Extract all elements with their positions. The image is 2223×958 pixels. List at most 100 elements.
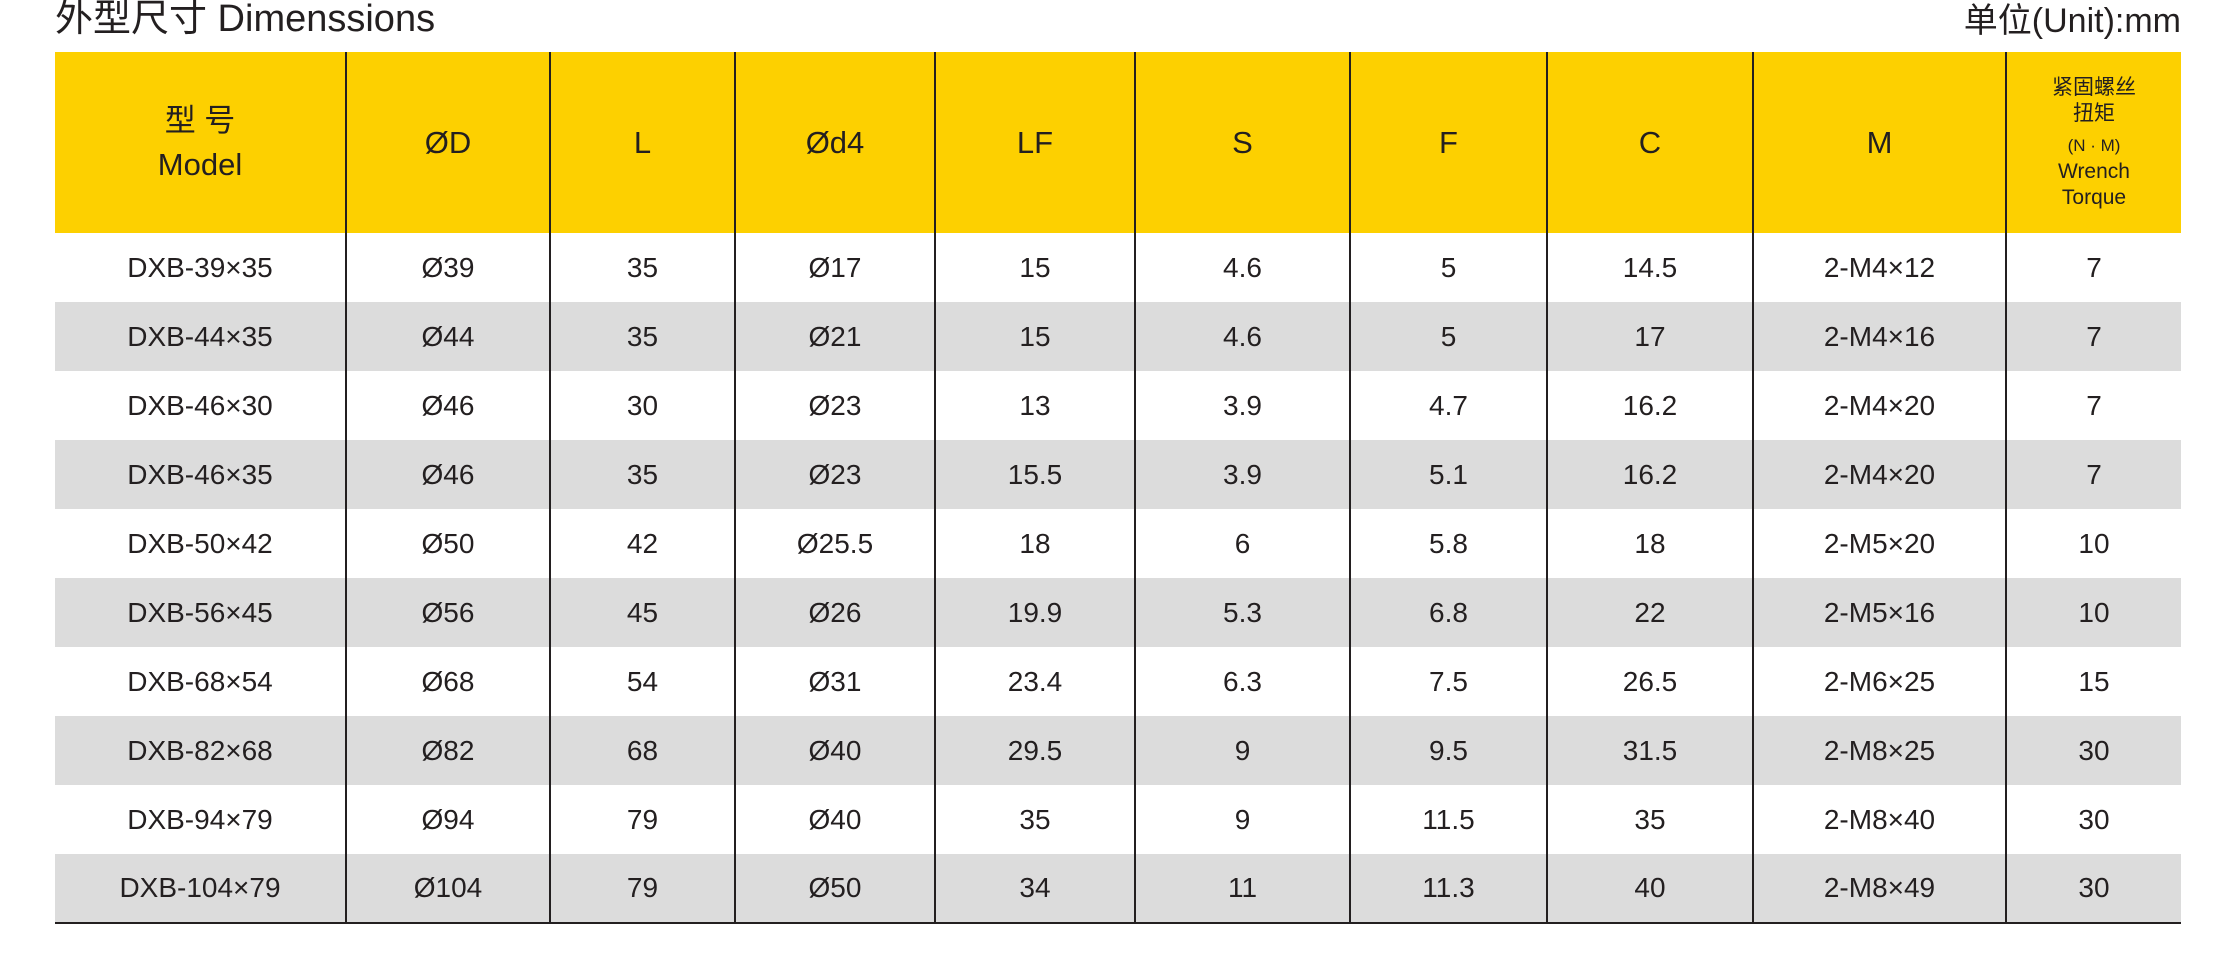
table-row: DXB-46×35 Ø46 35 Ø23 15.5 3.9 5.1 16.2 2-M4×20 7 — [55, 440, 2181, 509]
table-row: DXB-56×45 Ø56 45 Ø26 19.9 5.3 6.8 22 2-M5×16 10 — [55, 578, 2181, 647]
cell-f: 4.7 — [1349, 371, 1547, 440]
cell-od: Ø46 — [345, 440, 550, 509]
cell-lf: 15.5 — [934, 440, 1135, 509]
cell-c: 31.5 — [1546, 716, 1753, 785]
cell-lf: 23.4 — [934, 647, 1135, 716]
cell-c: 35 — [1546, 785, 1753, 854]
cell-c: 16.2 — [1546, 371, 1753, 440]
header-m: M — [1752, 52, 2006, 233]
dimensions-table: 型 号 Model ØD L Ød4 LF S F C M 紧固螺丝 扭矩 (N… — [55, 52, 2181, 924]
header-f: F — [1349, 52, 1547, 233]
cell-od4: Ø21 — [734, 302, 935, 371]
cell-torque: 7 — [2005, 302, 2181, 371]
cell-m: 2-M5×20 — [1752, 509, 2006, 578]
cell-model: DXB-82×68 — [127, 734, 273, 766]
cell-m: 2-M5×16 — [1752, 578, 2006, 647]
torque-en1: Wrench — [2058, 159, 2130, 183]
torque-unit: (N · M) — [2067, 135, 2121, 155]
cell-s: 4.6 — [1134, 302, 1350, 371]
header-torque: 紧固螺丝 扭矩 (N · M) Wrench Torque — [2005, 52, 2181, 233]
table-row: DXB-39×35 Ø39 35 Ø17 15 4.6 5 14.5 2-M4×12 7 — [55, 233, 2181, 302]
torque-cn2: 扭矩 — [2073, 101, 2115, 125]
cell-m: 2-M4×16 — [1752, 302, 2006, 371]
cell-l: 35 — [549, 440, 735, 509]
torque-en2: Torque — [2061, 185, 2127, 209]
cell-f: 7.5 — [1349, 647, 1547, 716]
cell-m: 2-M8×25 — [1752, 716, 2006, 785]
table-row: DXB-44×35 Ø44 35 Ø21 15 4.6 5 17 2-M4×16 7 — [55, 302, 2181, 371]
table-row: DXB-94×79 Ø94 79 Ø40 35 9 11.5 35 2-M8×40 30 — [55, 785, 2181, 854]
cell-l: 79 — [549, 785, 735, 854]
cell-model: DXB-68×54 — [127, 665, 273, 697]
cell-c: 18 — [1546, 509, 1753, 578]
cell-m: 2-M4×12 — [1752, 233, 2006, 302]
cell-f: 11.5 — [1349, 785, 1547, 854]
cell-od4: Ø40 — [734, 716, 935, 785]
cell-s: 9 — [1134, 716, 1350, 785]
cell-od: Ø82 — [345, 716, 550, 785]
header-row: 型 号 Model ØD L Ød4 LF S F C M 紧固螺丝 扭矩 (N… — [55, 52, 2181, 233]
cell-s: 3.9 — [1134, 371, 1350, 440]
cell-lf: 15 — [934, 233, 1135, 302]
page-title: 外型尺寸 Dimenssions — [55, 0, 436, 40]
table-row: DXB-50×42 Ø50 42 Ø25.5 18 6 5.8 18 2-M5×20 10 — [55, 509, 2181, 578]
cell-s: 11 — [1134, 854, 1350, 924]
cell-s: 5.3 — [1134, 578, 1350, 647]
cell-f: 6.8 — [1349, 578, 1547, 647]
cell-lf: 15 — [934, 302, 1135, 371]
cell-c: 40 — [1546, 854, 1753, 924]
cell-od: Ø39 — [345, 233, 550, 302]
cell-model: DXB-46×35 — [127, 458, 273, 490]
table-row: DXB-68×54 Ø68 54 Ø31 23.4 6.3 7.5 26.5 2-M6×25 15 — [55, 647, 2181, 716]
cell-f: 11.3 — [1349, 854, 1547, 924]
cell-od: Ø56 — [345, 578, 550, 647]
cell-m: 2-M4×20 — [1752, 440, 2006, 509]
header-lf: LF — [934, 52, 1135, 233]
cell-lf: 29.5 — [934, 716, 1135, 785]
cell-model: DXB-39×35 — [127, 251, 273, 283]
cell-lf: 13 — [934, 371, 1135, 440]
cell-torque: 7 — [2005, 371, 2181, 440]
header-c: C — [1546, 52, 1753, 233]
cell-od4: Ø23 — [734, 440, 935, 509]
cell-torque: 7 — [2005, 233, 2181, 302]
cell-od: Ø46 — [345, 371, 550, 440]
cell-torque: 7 — [2005, 440, 2181, 509]
cell-l: 54 — [549, 647, 735, 716]
cell-lf: 19.9 — [934, 578, 1135, 647]
cell-lf: 18 — [934, 509, 1135, 578]
cell-torque: 30 — [2005, 716, 2181, 785]
cell-od: Ø50 — [345, 509, 550, 578]
cell-torque: 10 — [2005, 578, 2181, 647]
cell-od: Ø94 — [345, 785, 550, 854]
cell-m: 2-M8×49 — [1752, 854, 2006, 924]
cell-lf: 35 — [934, 785, 1135, 854]
torque-cn1: 紧固螺丝 — [2052, 75, 2136, 99]
cell-torque: 30 — [2005, 854, 2181, 924]
cell-model: DXB-46×30 — [127, 389, 273, 421]
cell-od4: Ø23 — [734, 371, 935, 440]
cell-m: 2-M4×20 — [1752, 371, 2006, 440]
cell-model: DXB-94×79 — [127, 803, 273, 835]
header-s: S — [1134, 52, 1350, 233]
cell-l: 35 — [549, 233, 735, 302]
cell-od: Ø104 — [345, 854, 550, 924]
cell-l: 30 — [549, 371, 735, 440]
cell-s: 4.6 — [1134, 233, 1350, 302]
cell-l: 35 — [549, 302, 735, 371]
header-model-cn: 型 号 — [164, 102, 236, 138]
header-model: 型 号 Model — [55, 52, 346, 233]
cell-s: 3.9 — [1134, 440, 1350, 509]
cell-s: 6 — [1134, 509, 1350, 578]
cell-od: Ø44 — [345, 302, 550, 371]
table-row: DXB-82×68 Ø82 68 Ø40 29.5 9 9.5 31.5 2-M8×25 30 — [55, 716, 2181, 785]
cell-torque: 30 — [2005, 785, 2181, 854]
cell-c: 26.5 — [1546, 647, 1753, 716]
cell-l: 45 — [549, 578, 735, 647]
cell-c: 17 — [1546, 302, 1753, 371]
header-od: ØD — [345, 52, 550, 233]
header-model-en: Model — [157, 146, 243, 182]
cell-c: 16.2 — [1546, 440, 1753, 509]
cell-l: 79 — [549, 854, 735, 924]
cell-model: DXB-44×35 — [127, 320, 273, 352]
